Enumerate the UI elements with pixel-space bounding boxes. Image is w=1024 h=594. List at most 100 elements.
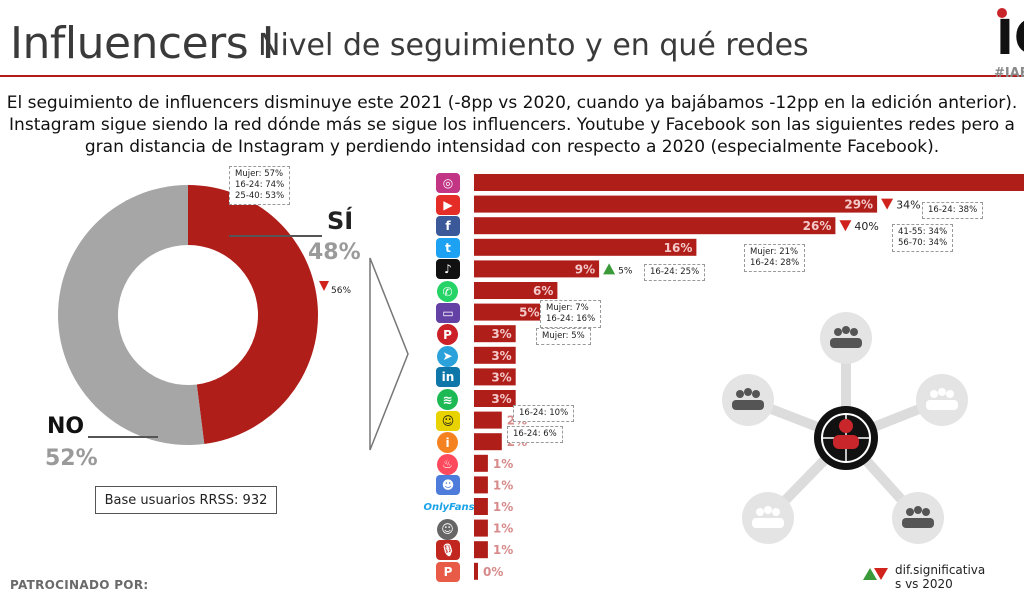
brand-logo-dot — [997, 8, 1007, 18]
bar-waze — [474, 519, 488, 537]
bar-value-label: 29% — [844, 198, 873, 212]
title-divider — [0, 75, 1024, 77]
bar-linkedin — [474, 368, 516, 386]
base-note: Base usuarios RRSS: 932 — [95, 486, 277, 514]
bar-value-label: 1% — [493, 457, 513, 471]
bar-callout: 41-55: 34% 56-70: 34% — [892, 224, 954, 252]
bar-value-label: 6% — [533, 284, 553, 298]
si-callout-line: 16-24: 74% — [235, 180, 285, 190]
network-illustration — [722, 312, 968, 544]
bar-tinder — [474, 433, 502, 451]
down-arrow-icon — [881, 198, 894, 210]
podcast-icon: 🎙 — [436, 540, 460, 561]
bar-value-label: 0% — [483, 565, 503, 579]
discord-icon: ☻ — [436, 475, 460, 496]
no-label: NO — [47, 414, 85, 439]
influencer-icon — [814, 406, 878, 470]
donut-chart: 56% — [58, 185, 351, 445]
tiktok-icon: ♪ — [436, 259, 460, 280]
bar-value-label: 26% — [803, 219, 832, 233]
comparison-value: 40% — [854, 220, 878, 233]
bar-value-label: 1% — [493, 478, 513, 492]
brand-logo: IC — [996, 10, 1024, 66]
youtube-icon: ▶ — [436, 194, 460, 215]
sponsor-label: PATROCINADO POR: — [10, 578, 149, 592]
waze-icon: ☺ — [437, 518, 458, 540]
donut-slice-no — [58, 185, 205, 445]
callout-line: 16-24: 25% — [650, 267, 700, 277]
bar-value-label: 1% — [493, 543, 513, 557]
callout-line: 41-55: 34% — [898, 227, 948, 237]
comparison-value: 5% — [618, 266, 633, 276]
callout-line: Mujer: 5% — [542, 331, 585, 341]
bar-value-label: 16% — [664, 241, 693, 255]
bar-snapchat — [474, 411, 502, 429]
bar-podcast — [474, 541, 488, 559]
si-prev-value: 56% — [331, 286, 351, 296]
twitch-icon: ▭ — [436, 302, 460, 323]
people-group-icon — [722, 312, 968, 544]
facebook-icon: f — [436, 216, 460, 237]
bar-twitch — [474, 303, 544, 321]
bar-value-label: 1% — [493, 500, 513, 514]
page-title: Influencers I — [10, 18, 275, 69]
twitter-icon: t — [436, 237, 460, 258]
bars: 29%26%16%9%6%5%3%3%3%3%2%2%1%1%1%1%1%0% — [474, 174, 1024, 580]
bar-whatsapp — [474, 282, 558, 299]
significance-legend: dif.significativa s vs 2020 — [895, 563, 985, 591]
bar-pinterest — [474, 325, 516, 343]
bar-youtube — [474, 195, 878, 213]
bar-patreon — [474, 562, 478, 580]
si-value: 48% — [308, 240, 361, 265]
si-callout-line: Mujer: 57% — [235, 169, 284, 179]
callout-line: 16-24: 6% — [513, 429, 557, 439]
bar-callout: 16-24: 25% — [644, 264, 706, 281]
bar-callout: Mujer: 21% 16-24: 28% — [744, 244, 806, 272]
up-arrow-icon — [603, 263, 616, 275]
callout-line: Mujer: 21% — [750, 247, 799, 257]
snapchat-icon: ☺ — [436, 410, 460, 431]
brand-hashtag: #IAB — [994, 66, 1024, 81]
bar-value-label: 1% — [493, 522, 513, 536]
bar-value-label: 3% — [491, 392, 511, 406]
legend-line: dif.significativa — [895, 563, 986, 577]
patreon-icon: P — [436, 561, 460, 582]
bar-spotify — [474, 390, 516, 407]
donut-slices — [58, 185, 319, 445]
whatsapp-icon: ✆ — [437, 281, 458, 302]
bar-value-label: 3% — [491, 327, 511, 341]
bar-telegram — [474, 346, 516, 364]
legend-line: s vs 2020 — [895, 577, 953, 591]
si-callout: Mujer: 57% 16-24: 74% 25-40: 53% — [229, 166, 291, 205]
si-label: SÍ — [327, 207, 354, 235]
intro-line-1: El seguimiento de influencers disminuye … — [6, 93, 1018, 113]
callout-line: 16-24: 16% — [546, 314, 596, 324]
bar-onlyfans — [474, 498, 488, 515]
no-value: 52% — [45, 446, 98, 471]
bar-tiktok — [474, 260, 600, 278]
bar-badoo — [474, 454, 488, 472]
bar-callout: 16-24: 6% — [507, 426, 563, 443]
callout-line: Mujer: 7% — [546, 303, 589, 313]
down-arrow-icon — [319, 281, 329, 291]
badoo-icon: i — [437, 432, 458, 454]
bar-discord — [474, 476, 488, 494]
bar-twitter — [474, 238, 697, 256]
bar-value-label: 5% — [519, 306, 539, 320]
bar-callout: 16-24: 38% — [922, 202, 984, 219]
telegram-icon: ➤ — [437, 345, 458, 367]
si-callout-line: 25-40: 53% — [235, 191, 285, 201]
bar-value-label: 9% — [575, 262, 595, 276]
donut-slice-si — [188, 185, 319, 444]
bar-callout: 16-24: 10% — [513, 405, 575, 422]
linkedin-icon: in — [436, 367, 460, 388]
bar-callout: Mujer: 5% — [536, 328, 591, 345]
bar-value-label: 3% — [491, 370, 511, 384]
bar-callout: Mujer: 7% 16-24: 16% — [540, 300, 602, 328]
comparisons: 34% 40% 5% — [603, 198, 921, 276]
callout-line: 16-24: 38% — [928, 205, 978, 215]
onlyfans-icon: OnlyFans — [423, 501, 475, 513]
bar-facebook — [474, 217, 836, 235]
bar-value-label: 3% — [491, 349, 511, 363]
